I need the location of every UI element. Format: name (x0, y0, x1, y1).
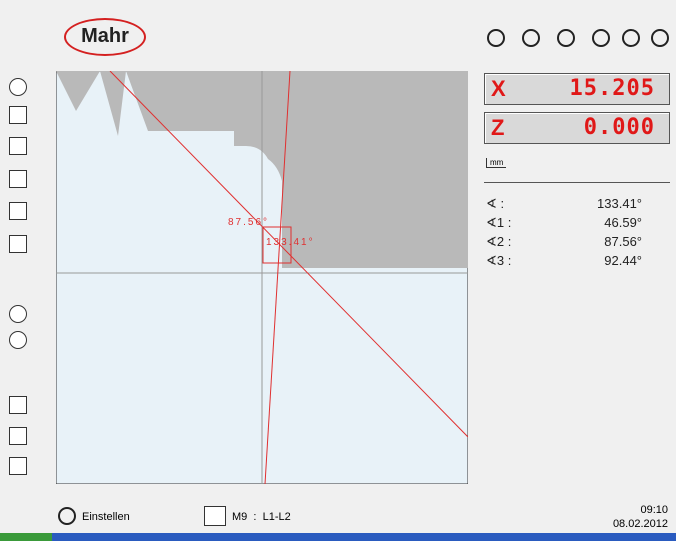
elements: L1-L2 (263, 511, 291, 523)
tool-icon[interactable] (9, 427, 27, 445)
taskbar (0, 533, 676, 541)
tool-icon[interactable] (9, 202, 27, 220)
angle-label: ∢2 : (486, 234, 511, 250)
logo: Mahr (64, 25, 146, 48)
angle-value: 92.44° (604, 253, 642, 268)
tool-icon[interactable] (9, 137, 27, 155)
ruler-button[interactable] (522, 29, 540, 47)
measure-icon[interactable] (204, 506, 226, 526)
measure-id: M9 (232, 511, 247, 523)
time: 09:10 (613, 503, 668, 517)
divider (484, 182, 670, 183)
app-window: Mahr 87.56° 133.41° X 15.205 Z 0.000 mm ∢ … (0, 0, 676, 541)
mode: Einstellen (82, 511, 130, 523)
date: 08.02.2012 (613, 517, 668, 531)
unit[interactable]: mm (486, 158, 506, 168)
help-button[interactable] (651, 29, 669, 47)
angle-value: 46.59° (604, 215, 642, 230)
angle-label: ∢1 : (486, 215, 511, 231)
angle-value: 133.41° (597, 196, 642, 211)
axis-value: 15.205 (570, 76, 655, 101)
tool-icon[interactable] (9, 106, 27, 124)
camera-view: 87.56° 133.41° (56, 71, 468, 484)
separator: : (253, 511, 256, 523)
tool-icon[interactable] (9, 396, 27, 414)
axis-value: 0.000 (584, 115, 655, 140)
overlay-angle: 133.41° (266, 237, 315, 248)
settings-button[interactable] (557, 29, 575, 47)
axis-label: Z (491, 115, 504, 141)
tool-icon[interactable] (9, 235, 27, 253)
tool-icon[interactable] (9, 170, 27, 188)
mode-icon[interactable] (58, 507, 76, 525)
camera-button[interactable] (487, 29, 505, 47)
tools-button[interactable] (592, 29, 610, 47)
tool-icon[interactable] (9, 331, 27, 349)
readout-x: X 15.205 (484, 73, 670, 105)
angle-value: 87.56° (604, 234, 642, 249)
overlay-angle: 87.56° (228, 217, 269, 228)
angle-label: ∢3 : (486, 253, 511, 269)
print-button[interactable] (622, 29, 640, 47)
tool-icon[interactable] (9, 457, 27, 475)
axis-label: X (491, 76, 506, 102)
readout-z: Z 0.000 (484, 112, 670, 144)
start-button[interactable] (0, 533, 52, 541)
measure: M9 : L1-L2 (232, 511, 291, 523)
tool-icon[interactable] (9, 305, 27, 323)
tool-icon[interactable] (9, 78, 27, 96)
angle-label: ∢ : (486, 196, 504, 212)
